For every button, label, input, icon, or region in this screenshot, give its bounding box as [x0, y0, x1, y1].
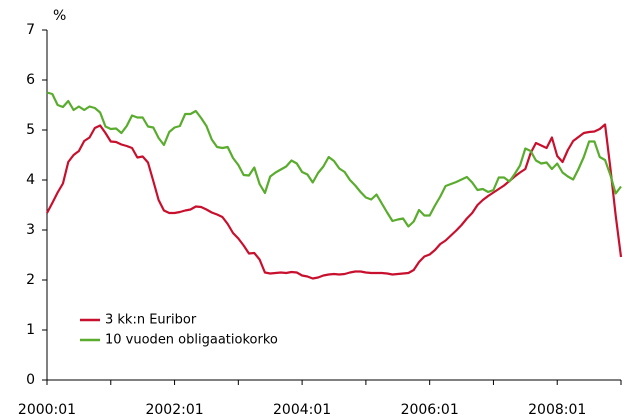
x-tick-label: 2008:01 [528, 402, 586, 418]
y-tick-label: 0 [26, 372, 35, 388]
series-line [46, 91, 622, 228]
x-tick-label: 2002:01 [145, 402, 203, 418]
y-tick-label: 2 [26, 272, 35, 288]
x-tick-label: 2004:01 [273, 402, 331, 418]
y-tick-label: 6 [26, 72, 35, 88]
y-tick-label: 3 [26, 222, 35, 238]
y-tick-label: 5 [26, 122, 35, 138]
y-tick-label: 4 [26, 172, 35, 188]
y-axis-label: % [53, 8, 66, 24]
x-tick-label: 2006:01 [401, 402, 459, 418]
series-line [46, 123, 623, 280]
y-tick-label: 7 [26, 22, 35, 38]
legend-label: 10 vuoden obligaatiokorko [105, 333, 278, 348]
y-tick-label: 1 [26, 322, 35, 338]
legend-label: 3 kk:n Euribor [105, 313, 197, 328]
x-tick-label: 2000:01 [18, 402, 76, 418]
